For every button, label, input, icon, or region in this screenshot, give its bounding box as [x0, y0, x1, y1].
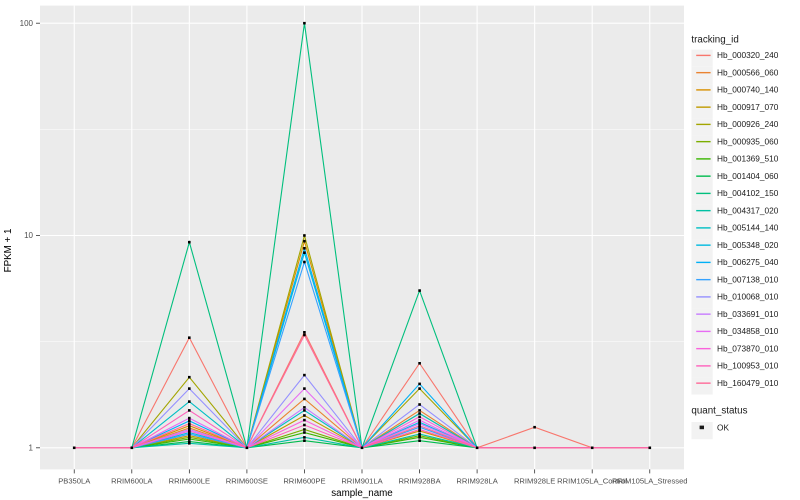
- svg-text:Hb_034858_010: Hb_034858_010: [717, 326, 779, 336]
- svg-text:RRIM928LE: RRIM928LE: [514, 476, 555, 485]
- svg-text:RRIM600PE: RRIM600PE: [283, 476, 325, 485]
- svg-text:Hb_001404_060: Hb_001404_060: [717, 171, 779, 181]
- svg-text:100: 100: [20, 19, 34, 28]
- svg-text:RRIM928BA: RRIM928BA: [398, 476, 441, 485]
- svg-text:RRIM600LA: RRIM600LA: [111, 476, 153, 485]
- svg-text:Hb_000740_140: Hb_000740_140: [717, 85, 779, 95]
- svg-text:Hb_160479_010: Hb_160479_010: [717, 378, 779, 388]
- svg-text:Hb_004317_020: Hb_004317_020: [717, 205, 779, 215]
- svg-text:Hb_006275_040: Hb_006275_040: [717, 257, 779, 267]
- svg-text:tracking_id: tracking_id: [691, 35, 738, 46]
- svg-text:RRIM600SE: RRIM600SE: [226, 476, 268, 485]
- svg-text:Hb_000935_060: Hb_000935_060: [717, 136, 779, 146]
- svg-text:Hb_004102_150: Hb_004102_150: [717, 188, 779, 198]
- svg-text:RRIM105LA_Stressed: RRIM105LA_Stressed: [612, 476, 688, 485]
- svg-text:Hb_000320_240: Hb_000320_240: [717, 50, 779, 60]
- svg-text:Hb_005144_140: Hb_005144_140: [717, 223, 779, 233]
- svg-text:Hb_007138_010: Hb_007138_010: [717, 274, 779, 284]
- svg-text:Hb_001369_510: Hb_001369_510: [717, 154, 779, 164]
- svg-text:RRIM600LE: RRIM600LE: [169, 476, 210, 485]
- svg-text:OK: OK: [717, 422, 729, 432]
- svg-text:Hb_010068_010: Hb_010068_010: [717, 292, 779, 302]
- svg-text:Hb_100953_010: Hb_100953_010: [717, 361, 779, 371]
- svg-text:RRIM928LA: RRIM928LA: [456, 476, 498, 485]
- svg-text:Hb_000566_060: Hb_000566_060: [717, 67, 779, 77]
- svg-text:10: 10: [24, 231, 33, 240]
- svg-text:Hb_073870_010: Hb_073870_010: [717, 343, 779, 353]
- svg-text:1: 1: [29, 443, 34, 452]
- svg-text:Hb_033691_010: Hb_033691_010: [717, 309, 779, 319]
- svg-text:Hb_000926_240: Hb_000926_240: [717, 119, 779, 129]
- svg-text:PB350LA: PB350LA: [58, 476, 91, 485]
- svg-text:sample_name: sample_name: [331, 488, 393, 499]
- svg-text:FPKM + 1: FPKM + 1: [3, 229, 14, 273]
- svg-text:Hb_005348_020: Hb_005348_020: [717, 240, 779, 250]
- svg-text:RRIM901LA: RRIM901LA: [341, 476, 383, 485]
- svg-text:quant_status: quant_status: [691, 406, 747, 417]
- svg-text:Hb_000917_070: Hb_000917_070: [717, 102, 779, 112]
